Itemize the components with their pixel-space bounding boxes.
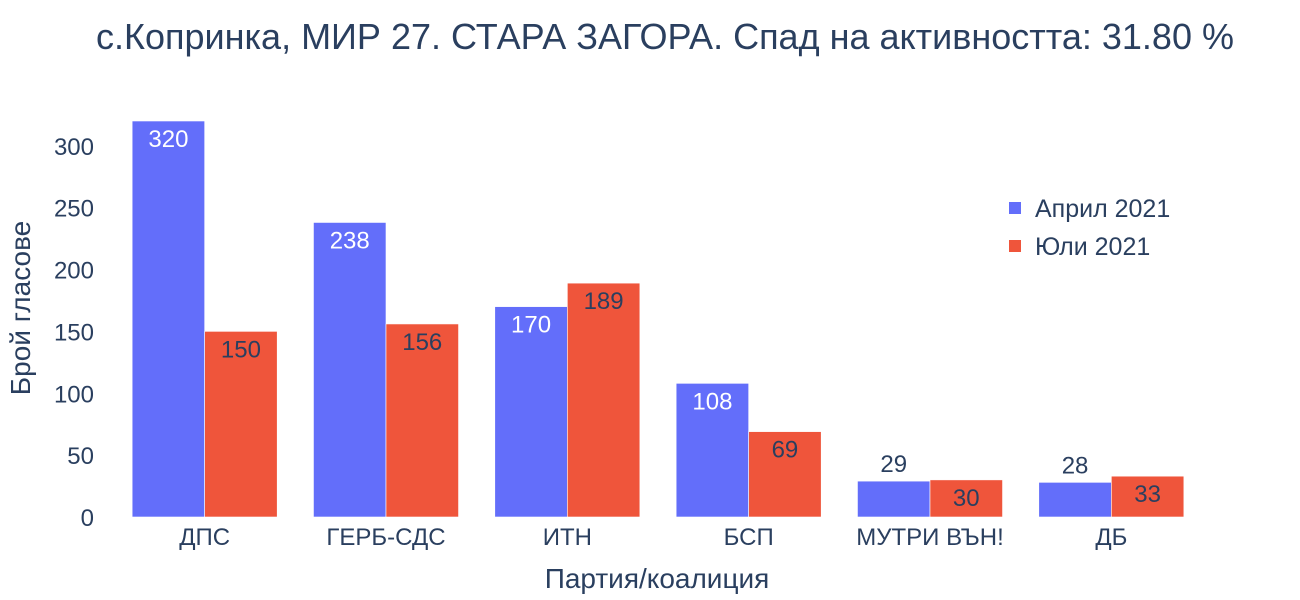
bar bbox=[313, 222, 387, 518]
bar-value-label: 170 bbox=[511, 312, 551, 339]
bar-value-label: 30 bbox=[953, 485, 980, 512]
bar-value-label: 150 bbox=[221, 336, 261, 363]
y-tick-label: 150 bbox=[54, 319, 94, 346]
bar-value-label: 28 bbox=[1062, 452, 1089, 479]
x-tick-label: ГЕРБ-СДС bbox=[326, 524, 445, 551]
y-tick-label: 50 bbox=[67, 443, 94, 470]
y-axis-title: Брой гласове bbox=[5, 221, 36, 395]
y-tick-label: 300 bbox=[54, 134, 94, 161]
y-tick-label: 200 bbox=[54, 258, 94, 285]
legend: Април 2021 Юли 2021 bbox=[1009, 195, 1170, 261]
bar-value-label: 320 bbox=[148, 126, 188, 153]
legend-label: Юли 2021 bbox=[1035, 233, 1150, 261]
bar bbox=[494, 306, 568, 518]
bar bbox=[748, 431, 822, 518]
x-tick-label: МУТРИ ВЪН! bbox=[856, 524, 1003, 551]
bar-value-label: 69 bbox=[772, 437, 799, 464]
legend-swatch bbox=[1009, 240, 1021, 252]
bar bbox=[567, 282, 641, 518]
x-tick-label: ДПС bbox=[179, 524, 230, 551]
legend-swatch bbox=[1009, 202, 1021, 214]
bar bbox=[131, 120, 205, 518]
x-axis-title: Партия/коалиция bbox=[545, 563, 770, 594]
y-tick-label: 0 bbox=[81, 505, 94, 532]
bar-value-label: 108 bbox=[692, 388, 732, 415]
legend-label: Април 2021 bbox=[1035, 195, 1170, 223]
x-tick-label: ДБ bbox=[1095, 524, 1127, 551]
bar-value-label: 156 bbox=[402, 329, 442, 356]
y-axis-ticks: 0 50 100 150 200 250 300 bbox=[54, 134, 94, 532]
y-tick-label: 250 bbox=[54, 196, 94, 223]
bar-value-label: 189 bbox=[584, 288, 624, 315]
bar-value-label: 33 bbox=[1134, 481, 1161, 508]
bar bbox=[1111, 475, 1185, 518]
bars-group bbox=[131, 120, 1185, 518]
bar bbox=[385, 323, 459, 518]
bar bbox=[1038, 482, 1112, 518]
x-tick-label: БСП bbox=[724, 524, 774, 551]
x-tick-label: ИТН bbox=[543, 524, 592, 551]
bar bbox=[929, 479, 1003, 518]
x-axis-ticks: ДПС ГЕРБ-СДС ИТН БСП МУТРИ ВЪН! ДБ bbox=[179, 524, 1127, 551]
bar-value-label: 29 bbox=[880, 451, 907, 478]
bar bbox=[204, 331, 278, 518]
bar bbox=[857, 480, 931, 518]
bar-value-label: 238 bbox=[330, 227, 370, 254]
chart-title: с.Копринка, МИР 27. СТАРА ЗАГОРА. Спад н… bbox=[96, 16, 1234, 57]
bar-labels-group: 320 238 170 108 29 28 150 156 189 69 30 33 bbox=[148, 126, 1161, 512]
bar bbox=[675, 383, 749, 518]
y-tick-label: 100 bbox=[54, 381, 94, 408]
